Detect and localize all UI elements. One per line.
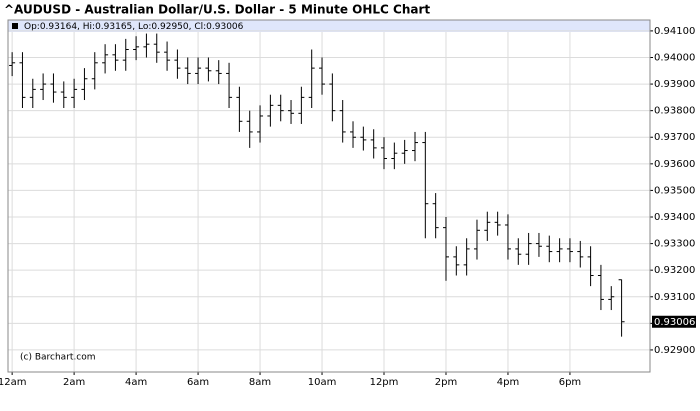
last-value-box xyxy=(652,315,696,328)
y-tick-label: 0.93200 xyxy=(654,265,695,276)
x-tick-label: 4pm xyxy=(497,377,519,388)
y-tick-label: 0.93600 xyxy=(654,159,695,170)
legend-band xyxy=(8,20,650,32)
x-tick-label: 10am xyxy=(308,377,337,388)
x-tick-label: 2am xyxy=(63,377,85,388)
x-tick-label: 4am xyxy=(125,377,147,388)
last-value-label: 0.93006 xyxy=(654,317,695,328)
x-tick-label: 12am xyxy=(0,377,26,388)
y-tick-label: 0.93800 xyxy=(654,106,695,117)
x-tick-label: 2pm xyxy=(435,377,457,388)
x-tick-label: 8am xyxy=(249,377,271,388)
x-tick-label: 12pm xyxy=(370,377,399,388)
watermark: (c) Barchart.com xyxy=(20,353,96,363)
y-tick-label: 0.93700 xyxy=(654,132,695,143)
legend-icon xyxy=(12,23,18,29)
legend-text: Op:0.93164, Hi:0.93165, Lo:0.92950, Cl:0… xyxy=(24,22,244,32)
y-tick-label: 0.93300 xyxy=(654,239,695,250)
y-tick-label: 0.93400 xyxy=(654,212,695,223)
y-tick-label: 0.94000 xyxy=(654,52,695,63)
plot-border xyxy=(7,19,651,373)
y-tick-label: 0.94100 xyxy=(654,26,695,37)
y-tick-label: 0.92900 xyxy=(654,345,695,356)
chart-title: ^AUDUSD - Australian Dollar/U.S. Dollar … xyxy=(4,3,430,17)
y-tick-label: 0.93100 xyxy=(654,292,695,303)
x-tick-label: 6pm xyxy=(559,377,581,388)
y-tick-label: 0.93900 xyxy=(654,79,695,90)
y-tick-label: 0.93500 xyxy=(654,185,695,196)
x-tick-label: 6am xyxy=(187,377,209,388)
